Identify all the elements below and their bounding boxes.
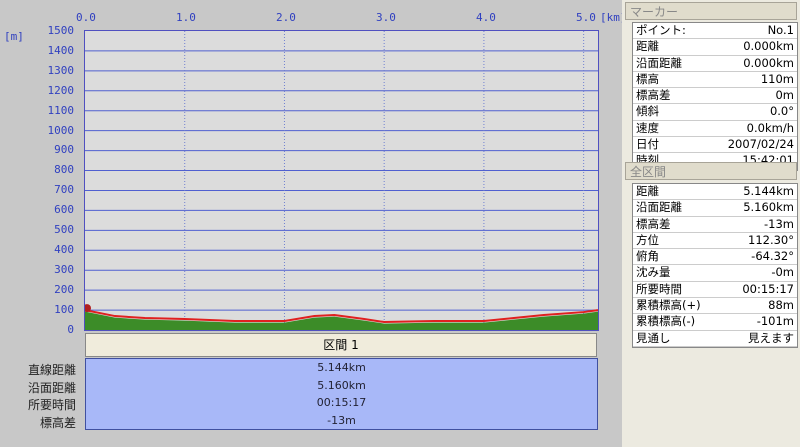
- total-row-value: -13m: [764, 216, 794, 231]
- y-tick-label: 200: [54, 282, 74, 296]
- total-row: 見通し 見えます: [633, 331, 797, 347]
- section-row-value: -13m: [327, 413, 356, 427]
- marker-row: 日付 2007/02/24: [633, 137, 797, 154]
- total-row-value: -101m: [756, 314, 794, 329]
- section-title: 区間 1: [323, 338, 359, 352]
- total-row-label: 沿面距離: [636, 200, 682, 215]
- marker-row-label: 速度: [636, 120, 659, 135]
- y-tick-label: 1500: [47, 24, 75, 37]
- total-row-label: 見通し: [636, 330, 671, 345]
- y-tick-label: 1000: [47, 123, 75, 137]
- x-tick-label: 4.0: [476, 11, 496, 24]
- total-row-label: 俯角: [636, 249, 659, 264]
- x-tick-label: 2.0: [276, 11, 296, 24]
- total-row-value: 5.144km: [743, 184, 794, 198]
- marker-row: 沿面距離 0.000km: [633, 56, 797, 72]
- total-row: 距離 5.144km: [633, 184, 797, 201]
- marker-row-label: 距離: [636, 39, 659, 54]
- total-row-label: 標高差: [636, 216, 671, 231]
- section-row-label: 所要時間: [27, 398, 76, 412]
- marker-row-label: ポイント:: [636, 23, 686, 37]
- marker-row-value: 0.0km/h: [746, 120, 794, 135]
- marker-row-label: 標高差: [636, 88, 671, 103]
- x-tick-label: 3.0: [376, 11, 396, 24]
- y-unit-label: [m]: [4, 30, 24, 43]
- y-tick-label: 500: [54, 223, 74, 236]
- total-header[interactable]: 全区間: [625, 162, 797, 180]
- total-row-value: 見えます: [748, 330, 794, 345]
- marker-row: 傾斜 0.0°: [633, 104, 797, 121]
- x-tick-label: 0.0: [76, 11, 96, 24]
- marker-row: 標高差 0m: [633, 88, 797, 105]
- total-row-label: 累積標高(+): [636, 298, 701, 313]
- elevation-plot[interactable]: [83, 30, 599, 331]
- y-tick-label: 800: [54, 163, 74, 177]
- marker-header[interactable]: マーカー: [625, 2, 797, 20]
- y-tick-label: 0: [67, 322, 74, 336]
- section-row-label: 沿面距離: [27, 380, 76, 395]
- marker-table: ポイント: No.1 距離 0.000km 沿面距離 0.000km 標高 110m 標高差 0m…: [632, 22, 798, 171]
- total-table: 距離 5.144km 沿面距離 5.160km 標高差 -13m 方位 112.30° 俯角 -6…: [632, 183, 798, 348]
- marker-row: 距離 0.000km: [633, 39, 797, 56]
- marker-row-value: 0.000km: [743, 39, 794, 54]
- total-row: 所要時間 00:15:17: [633, 281, 797, 299]
- marker-row-label: 日付: [636, 137, 659, 152]
- marker-row-value: 110m: [760, 71, 794, 86]
- marker-row-value: 2007/02/24: [727, 137, 794, 152]
- y-tick-label: 600: [54, 203, 74, 217]
- total-row-label: 距離: [636, 184, 659, 198]
- marker-icon: [83, 304, 91, 313]
- section-row-value: 5.160km: [317, 378, 366, 392]
- total-row-value: 112.30°: [748, 232, 794, 247]
- total-row-value: 5.160km: [743, 200, 794, 215]
- total-row-label: 方位: [636, 232, 659, 247]
- section-row-label: 直線距離: [27, 363, 76, 377]
- y-tick-label: 900: [54, 143, 74, 157]
- marker-row: ポイント: No.1: [633, 23, 797, 40]
- total-row: 沿面距離 5.160km: [633, 200, 797, 217]
- section-header[interactable]: 区間 1: [85, 333, 597, 357]
- total-row-value: -64.32°: [751, 249, 794, 264]
- total-row: 方位 112.30°: [633, 232, 797, 250]
- marker-row: 標高 110m: [633, 71, 797, 89]
- marker-row-value: No.1: [767, 23, 794, 37]
- total-row-value: 00:15:17: [742, 281, 794, 296]
- marker-row-value: 0.000km: [743, 55, 794, 70]
- total-row: 沈み量 -0m: [633, 265, 797, 282]
- y-tick-label: 1400: [47, 43, 75, 57]
- marker-row-label: 沿面距離: [636, 55, 682, 70]
- y-tick-label: 1300: [47, 63, 75, 77]
- y-tick-label: 1100: [47, 103, 75, 117]
- section-row-value: 00:15:17: [316, 396, 367, 409]
- y-tick-label: 400: [54, 242, 74, 256]
- elevation-line: [84, 309, 599, 324]
- y-tick-label: 700: [54, 183, 74, 197]
- total-row: 標高差 -13m: [633, 217, 797, 233]
- total-row-label: 累積標高(-): [636, 314, 696, 329]
- info-panel: マーカー ポイント: No.1 距離 0.000km 沿面距離 0.000km 標高 110m…: [622, 0, 800, 447]
- x-tick-label: 1.0: [176, 11, 196, 24]
- section-row-value: 5.144km: [317, 361, 366, 374]
- total-row: 累積標高(-) -101m: [633, 314, 797, 331]
- marker-row-value: 0m: [775, 88, 794, 103]
- marker-row-label: 標高: [636, 71, 659, 86]
- marker-row-label: 傾斜: [636, 104, 659, 119]
- y-tick-label: 100: [54, 302, 74, 316]
- total-row: 俯角 -64.32°: [633, 249, 797, 266]
- x-tick-label: 5.0: [576, 11, 596, 24]
- total-row-label: 沈み量: [636, 265, 671, 280]
- y-tick-label: 300: [54, 262, 74, 276]
- elevation-area: [85, 311, 598, 330]
- total-row-value: -0m: [771, 265, 794, 280]
- y-tick-label: 1200: [47, 83, 75, 97]
- total-row: 累積標高(+) 88m: [633, 298, 797, 315]
- marker-row: 速度 0.0km/h: [633, 120, 797, 138]
- total-row-label: 所要時間: [636, 281, 682, 296]
- marker-row-value: 0.0°: [769, 104, 794, 119]
- section-row-label: 標高差: [39, 415, 76, 430]
- x-unit-label: [km]: [600, 11, 627, 24]
- total-row-value: 88m: [768, 298, 794, 313]
- section-table: 5.144km 5.160km 00:15:17 -13m: [85, 358, 598, 430]
